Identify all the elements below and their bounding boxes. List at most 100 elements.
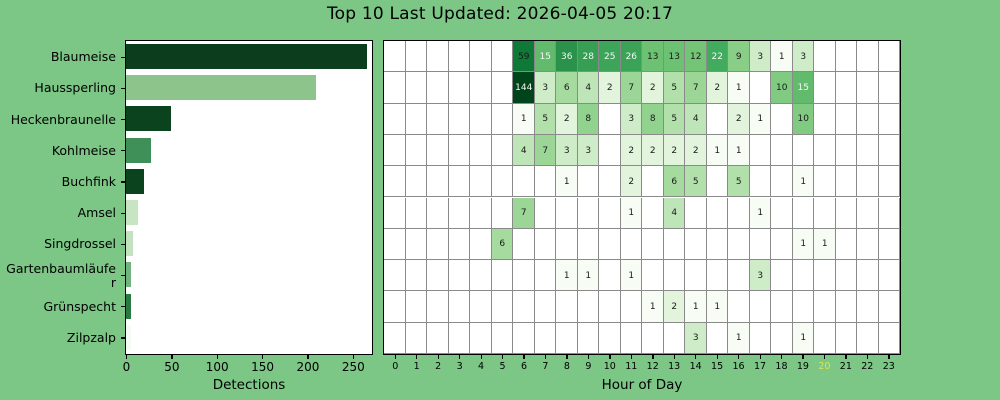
- heatmap-cell: [535, 229, 557, 260]
- hour-label-6: 6: [520, 361, 527, 372]
- y-tick-label: Singdrossel: [44, 236, 116, 252]
- heatmap-cell: [470, 260, 492, 291]
- heatmap-cell: [492, 104, 514, 135]
- heatmap-cell: [771, 198, 793, 229]
- bar-x-tick-mark: [352, 355, 355, 359]
- heatmap-x-tick-mark: [866, 355, 869, 359]
- heatmap-cell: [470, 135, 492, 166]
- heatmap-cell-Buchfink-h16: 5: [728, 166, 750, 198]
- heatmap-cell: [728, 260, 750, 291]
- y-tick-label: Haussperling: [34, 80, 116, 96]
- y-tick-mark: [120, 181, 125, 183]
- heatmap-cell: [771, 323, 793, 354]
- heatmap-cell: [857, 104, 879, 135]
- heatmap-x-tick-mark: [823, 355, 826, 359]
- heatmap-cell-Blaumeise-h10: 25: [599, 41, 621, 73]
- heatmap-cell: [449, 260, 471, 291]
- heatmap-cell: [578, 166, 600, 197]
- heatmap-cell-Heckenbraunelle-h14: 4: [685, 103, 707, 135]
- heatmap-cell: [513, 323, 535, 354]
- heatmap-cell-Blaumeise-h9: 28: [577, 41, 599, 73]
- y-tick-label: Zilpzalp: [66, 329, 116, 345]
- heatmap-cell-Heckenbraunelle-h13: 5: [663, 103, 685, 135]
- heatmap-cell-Buchfink-h13: 6: [663, 166, 685, 198]
- heatmap-cell: [793, 135, 815, 166]
- heatmap-cell: [750, 323, 772, 354]
- heatmap-cell-Buchfink-h14: 5: [685, 166, 707, 198]
- heatmap-cell-Haussperling-h15: 2: [706, 72, 728, 104]
- heatmap-cell: [857, 229, 879, 260]
- heatmap-cell-Haussperling-h14: 7: [685, 72, 707, 104]
- heatmap-cell: [814, 323, 836, 354]
- heatmap-cell: [836, 166, 858, 197]
- heatmap-cell: [728, 291, 750, 322]
- heatmap-cell: [406, 135, 428, 166]
- hour-label-20: 20: [818, 361, 831, 372]
- heatmap-cell-Gartenbaumläufer-h8: 1: [556, 260, 578, 292]
- heatmap-cell: [707, 198, 729, 229]
- heatmap-cell: [599, 198, 621, 229]
- heatmap-cell: [642, 229, 664, 260]
- heatmap-cell: [449, 198, 471, 229]
- heatmap-cell: [470, 72, 492, 103]
- y-tick-label: Amsel: [77, 205, 116, 221]
- heatmap-x-tick-mark: [716, 355, 718, 359]
- heatmap-cell: [814, 41, 836, 72]
- heatmap-cell-Buchfink-h19: 1: [792, 166, 814, 198]
- heatmap-cell: [814, 166, 836, 197]
- heatmap-cell: [642, 323, 664, 354]
- y-tick-mark: [120, 150, 125, 152]
- heatmap-cell: [384, 323, 406, 354]
- bar-Buchfink: [126, 168, 145, 194]
- heatmap-cell: [384, 104, 406, 135]
- heatmap-cell: [427, 291, 449, 322]
- heatmap-cell-Haussperling-h13: 5: [663, 72, 685, 104]
- hour-label-13: 13: [668, 361, 681, 372]
- heatmap-cell: [814, 135, 836, 166]
- heatmap-cell: [793, 260, 815, 291]
- bar-Haussperling: [126, 75, 316, 101]
- heatmap-cell: [707, 104, 729, 135]
- heatmap-x-tick-mark: [845, 355, 847, 359]
- heatmap-cell: [879, 41, 901, 72]
- bar-x-axis-label: Detections: [212, 377, 286, 393]
- hour-label-0: 0: [392, 361, 399, 372]
- heatmap-cell: [836, 135, 858, 166]
- heatmap-cell: [449, 41, 471, 72]
- bar-row: [126, 197, 372, 228]
- heatmap-cell: [470, 291, 492, 322]
- heatmap-cell: [879, 260, 901, 291]
- heatmap-cell-Heckenbraunelle-h8: 2: [556, 103, 578, 135]
- hour-label-11: 11: [625, 361, 638, 372]
- hour-label-7: 7: [542, 361, 549, 372]
- y-tick-label: Gartenbaumläufe r: [6, 260, 116, 290]
- heatmap-cell: [642, 198, 664, 229]
- heatmap-cell: [470, 104, 492, 135]
- heatmap-cell: [427, 323, 449, 354]
- heatmap-cell: [621, 323, 643, 354]
- heatmap-cell-Kohlmeise-h11: 2: [620, 134, 642, 167]
- hour-label-12: 12: [646, 361, 659, 372]
- heatmap-x-tick-mark: [480, 355, 482, 359]
- bar-row: [126, 135, 372, 166]
- heatmap-x-tick-mark: [437, 355, 439, 359]
- heatmap-cell: [664, 229, 686, 260]
- y-tick-label: Heckenbraunelle: [10, 111, 116, 127]
- heatmap-cell: [406, 260, 428, 291]
- hour-label-2: 2: [435, 361, 442, 372]
- y-tick-label: Blaumeise: [50, 49, 116, 65]
- y-tick-mark: [120, 337, 125, 339]
- heatmap-cell: [814, 260, 836, 291]
- heatmap-cell-Kohlmeise-h12: 2: [642, 134, 664, 167]
- heatmap-cell: [492, 291, 514, 322]
- y-tick-mark: [120, 275, 125, 277]
- heatmap-cell-Haussperling-h6: 144: [513, 72, 535, 104]
- heatmap-cell: [750, 166, 772, 197]
- heatmap-cell-Haussperling-h9: 4: [577, 72, 599, 104]
- heatmap-cell: [449, 291, 471, 322]
- heatmap-cell-Heckenbraunelle-h19: 10: [792, 103, 814, 135]
- heatmap-cell: [599, 135, 621, 166]
- heatmap-cell-Blaumeise-h18: 1: [771, 41, 793, 73]
- heatmap-cell: [449, 323, 471, 354]
- heatmap-cell: [492, 323, 514, 354]
